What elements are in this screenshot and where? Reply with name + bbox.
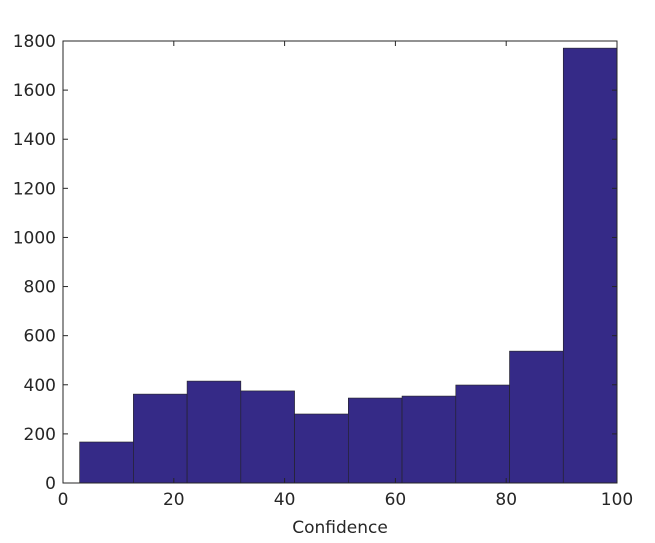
bar xyxy=(294,413,349,484)
y-tick-label: 600 xyxy=(24,327,56,347)
x-tick-label: 60 xyxy=(385,490,407,510)
y-tick-label: 200 xyxy=(24,425,56,445)
bar xyxy=(79,441,134,484)
x-tick-label: 20 xyxy=(163,490,185,510)
bar xyxy=(509,350,564,484)
bar xyxy=(186,380,242,484)
y-tick-label: 0 xyxy=(45,474,56,494)
y-tick-label: 1400 xyxy=(13,130,56,150)
x-tick-label: 40 xyxy=(274,490,296,510)
bar xyxy=(562,47,618,484)
x-tick-label: 0 xyxy=(58,490,69,510)
y-tick-label: 1200 xyxy=(13,179,56,199)
x-axis-label: Confidence xyxy=(292,518,388,538)
bar xyxy=(348,397,403,484)
y-tick-label: 800 xyxy=(24,278,56,298)
y-tick-label: 1800 xyxy=(13,32,56,52)
y-tick-label: 1000 xyxy=(13,228,56,248)
y-tick-label: 1600 xyxy=(13,81,56,101)
bar xyxy=(133,393,188,484)
axes-box xyxy=(62,40,618,484)
bar xyxy=(455,384,510,484)
x-tick-label: 80 xyxy=(495,490,517,510)
x-tick-label: 100 xyxy=(601,490,633,510)
bar xyxy=(240,390,295,484)
y-tick-label: 400 xyxy=(24,376,56,396)
bar xyxy=(401,395,457,484)
